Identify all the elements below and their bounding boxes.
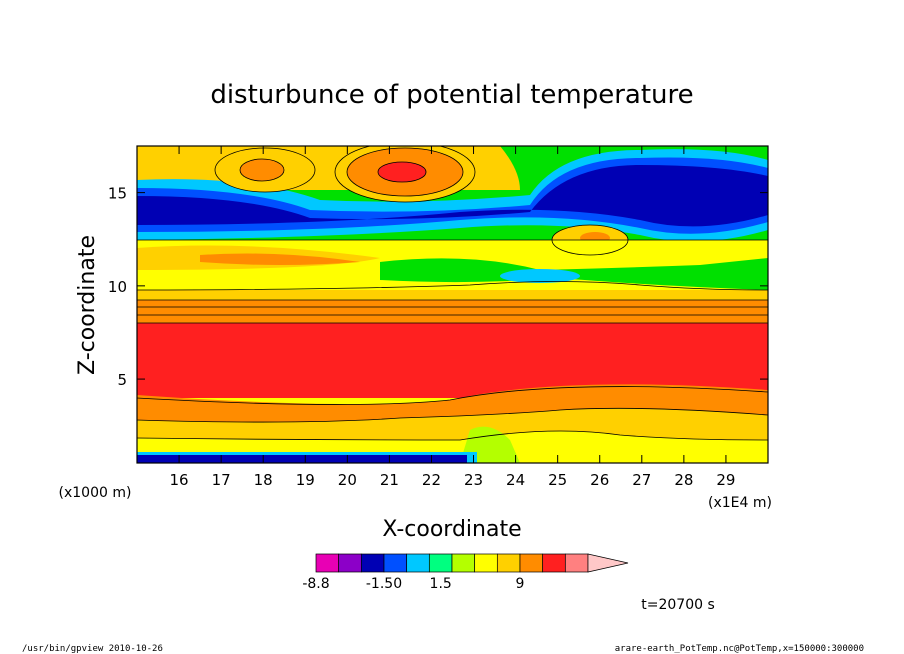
- colorbar-cell: [338, 553, 362, 573]
- x-tick-label: 25: [548, 471, 567, 489]
- plot-frame: [136, 145, 769, 464]
- colorbar-label: -8.8: [302, 576, 329, 592]
- y-tick-label: 10: [108, 278, 127, 296]
- colorbar-label: -1.50: [366, 576, 402, 592]
- x-tick-label: 22: [422, 471, 441, 489]
- x-tick-label: 17: [212, 471, 231, 489]
- colorbar-cell: [564, 553, 589, 573]
- x-unit-label: (x1E4 m): [708, 495, 772, 511]
- colorbar-cell: [542, 553, 566, 573]
- x-tick-label: 29: [716, 471, 735, 489]
- colorbar-cell: [474, 553, 498, 573]
- x-tick-label: 21: [380, 471, 399, 489]
- colorbar-cell: [519, 553, 544, 573]
- colorbar-label: 9: [516, 576, 525, 592]
- colorbar-cell: [451, 553, 476, 573]
- footer-right: arare-earth_PotTemp.nc@PotTemp,x=150000:…: [615, 644, 864, 654]
- colorbar: -8.8 -1.50 1.5 9: [302, 553, 629, 592]
- x-tick-label: 19: [296, 471, 315, 489]
- footer-left: /usr/bin/gpview 2010-10-26: [22, 644, 163, 654]
- time-label: t=20700 s: [641, 597, 715, 613]
- x-tick-label: 24: [506, 471, 525, 489]
- y-axis-label: Z-coordinate: [75, 235, 100, 375]
- y-tick-label: 5: [117, 371, 127, 389]
- colorbar-cell: [428, 553, 453, 573]
- x-tick-label: 18: [254, 471, 273, 489]
- x-axis-label: X-coordinate: [382, 517, 521, 542]
- x-tick-label: 26: [590, 471, 609, 489]
- colorbar-arrow: [587, 553, 629, 573]
- y-unit-label: (x1000 m): [59, 485, 132, 501]
- colorbar-label: 1.5: [430, 576, 452, 592]
- contour-field: [137, 146, 768, 463]
- x-tick-label: 16: [170, 471, 189, 489]
- colorbar-cell: [383, 553, 408, 573]
- colorbar-cell: [406, 553, 430, 573]
- chart-title: disturbunce of potential temperature: [210, 80, 693, 110]
- x-tick-label: 20: [338, 471, 357, 489]
- colorbar-cell: [315, 553, 340, 573]
- colorbar-cell: [360, 553, 385, 573]
- x-tick-label: 27: [632, 471, 651, 489]
- x-tick-label: 28: [674, 471, 693, 489]
- x-tick-label: 23: [464, 471, 483, 489]
- axis-ticks: 16 17 18 19 20 21 22 23 24 25 26 27 28 29 5 10 15: [108, 146, 768, 489]
- colorbar-cell: [496, 553, 521, 573]
- y-tick-label: 15: [108, 185, 127, 203]
